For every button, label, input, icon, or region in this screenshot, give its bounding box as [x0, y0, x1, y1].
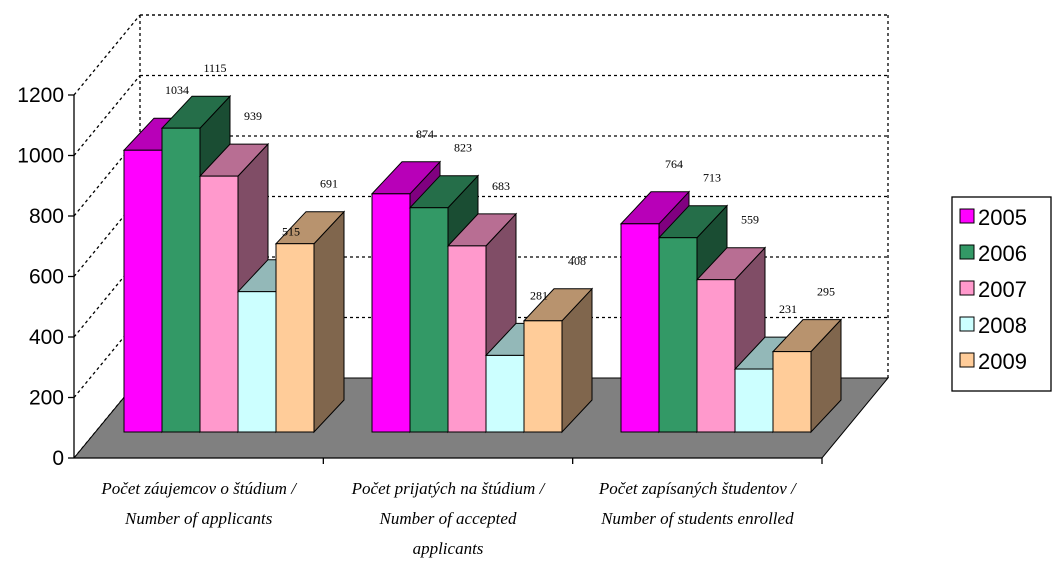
- legend-swatch-2007: [959, 280, 975, 296]
- bar-front: [620, 223, 660, 433]
- data-label: 1115: [203, 61, 226, 75]
- data-label: 939: [244, 109, 262, 123]
- data-label: 231: [779, 302, 797, 316]
- bar-front: [409, 207, 449, 433]
- category-label-line: Number of students enrolled: [600, 509, 794, 528]
- data-label: 823: [454, 141, 472, 155]
- bar-2009-cat-3: [771, 318, 843, 434]
- legend-label-2009: 2009: [978, 349, 1027, 374]
- data-label: 408: [568, 254, 586, 268]
- data-labels: 1034 1115 939 515 691 874 823 683 281 408 764 713 55…: [165, 61, 835, 316]
- chart-axes: 0 200 400 600 800 1000 1200: [17, 84, 823, 470]
- legend: 2005 2006 2007 2008 2009: [951, 196, 1052, 392]
- data-label: 281: [530, 288, 548, 302]
- y-tick-label: 800: [29, 205, 64, 228]
- legend-label-2007: 2007: [978, 277, 1027, 302]
- data-label: 295: [817, 285, 835, 299]
- bar-side: [313, 210, 345, 434]
- y-tick-label: 0: [52, 447, 64, 470]
- bar-front: [658, 237, 698, 433]
- y-tick-label: 600: [29, 266, 64, 289]
- legend-label-2006: 2006: [978, 241, 1027, 266]
- data-label: 764: [665, 157, 683, 171]
- bar-front: [275, 243, 315, 433]
- category-label-line: Počet zapísaných študentov /: [598, 479, 798, 498]
- bar-2009-cat-1: [274, 210, 346, 434]
- bar-front: [447, 245, 487, 433]
- category-label-line: Počet záujemcov o štúdium /: [100, 479, 298, 498]
- bar-front: [772, 351, 812, 433]
- bar-front: [123, 149, 163, 433]
- legend-label-2005: 2005: [978, 205, 1027, 230]
- bar-front: [371, 193, 411, 433]
- bar-front: [734, 368, 774, 433]
- data-label: 713: [703, 171, 721, 185]
- data-label: 874: [416, 127, 434, 141]
- data-label: 559: [741, 213, 759, 227]
- legend-label-2008: 2008: [978, 313, 1027, 338]
- data-label: 1034: [165, 83, 189, 97]
- data-label: 515: [282, 225, 300, 239]
- legend-swatch-2008: [959, 316, 975, 332]
- data-label: 691: [320, 177, 338, 191]
- data-label: 683: [492, 179, 510, 193]
- bar-front: [199, 175, 239, 433]
- category-labels: Počet záujemcov o štúdium / Number of app…: [100, 479, 798, 558]
- y-tick-label: 200: [29, 387, 64, 410]
- category-label-line: applicants: [413, 539, 484, 558]
- bar-2007-cat-3: [695, 246, 767, 434]
- bar-front: [696, 279, 736, 433]
- side-gridline: [73, 14, 141, 96]
- bar-front: [161, 127, 201, 433]
- category-label-line: Number of applicants: [124, 509, 273, 528]
- bar-front: [237, 291, 277, 433]
- chart-bars: [122, 94, 843, 434]
- legend-swatch-2009: [959, 352, 975, 368]
- side-gridline: [73, 75, 141, 156]
- bar-2009-cat-2: [522, 287, 594, 434]
- bar-front: [485, 354, 525, 433]
- y-tick-label: 400: [29, 326, 64, 349]
- category-label-line: Počet prijatých na štúdium /: [351, 479, 547, 498]
- y-tick-label: 1000: [17, 145, 64, 168]
- bar-front: [523, 320, 563, 433]
- legend-swatch-2006: [959, 244, 975, 260]
- category-label-line: Number of accepted: [379, 509, 517, 528]
- legend-swatch-2005: [959, 208, 975, 224]
- y-tick-label: 1200: [17, 84, 64, 107]
